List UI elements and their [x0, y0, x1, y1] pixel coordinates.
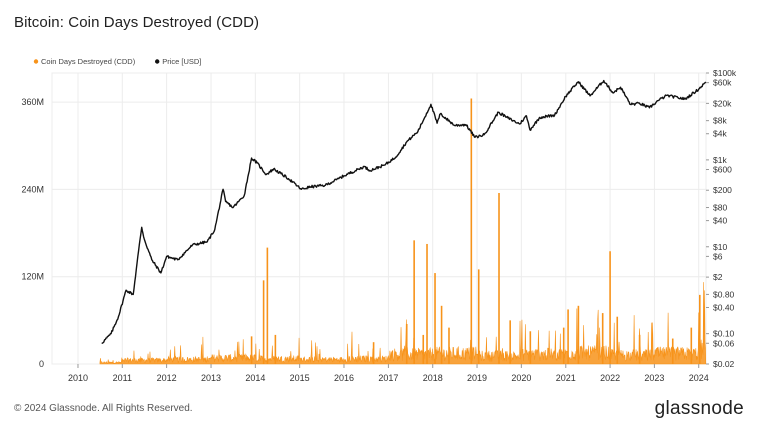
right-tick-label: $10	[713, 242, 727, 252]
right-tick-label: $40	[713, 216, 727, 226]
cdd-series	[99, 98, 707, 365]
x-tick-label: 2011	[113, 373, 132, 383]
right-tick-label: $0.02	[713, 359, 735, 369]
x-tick-label: 2013	[201, 373, 221, 383]
right-tick-label: $1k	[713, 155, 727, 165]
x-tick-label: 2010	[68, 373, 88, 383]
left-tick-label: 240M	[21, 184, 44, 194]
legend-label: Coin Days Destroyed (CDD)	[41, 57, 136, 66]
x-tick-label: 2012	[157, 373, 177, 383]
x-tick-label: 2020	[511, 373, 531, 383]
legend: Coin Days Destroyed (CDD) Price [USD]	[33, 57, 201, 66]
legend-marker	[33, 59, 39, 64]
x-tick-label: 2015	[290, 373, 310, 383]
chart-title: Bitcoin: Coin Days Destroyed (CDD)	[14, 14, 260, 31]
right-tick-label: $200	[713, 185, 732, 195]
right-tick-label: $600	[713, 165, 732, 175]
price-line	[101, 79, 707, 344]
right-tick-label: $100k	[713, 68, 737, 78]
right-tick-label: $2	[713, 272, 723, 282]
x-tick-label: 2016	[334, 373, 354, 383]
x-tick-label: 2017	[378, 373, 398, 383]
brand-logo-text: glassnode	[654, 398, 744, 419]
plot-area-frame	[51, 72, 707, 365]
right-tick-label: $8k	[713, 116, 727, 126]
x-tick-label: 2019	[467, 373, 487, 383]
x-tick-label: 2022	[600, 373, 620, 383]
left-tick-label: 360M	[21, 97, 44, 107]
right-tick-label: $20k	[713, 98, 732, 108]
legend-marker	[155, 59, 160, 64]
legend-label: Price [USD]	[162, 57, 201, 66]
cdd-area	[99, 282, 707, 365]
right-tick-label: $80	[713, 203, 727, 213]
right-tick-label: $6	[713, 251, 723, 261]
right-tick-label: $0.06	[713, 338, 735, 348]
price-series	[101, 79, 707, 344]
x-tick-label: 2024	[689, 373, 709, 383]
x-tick-label: 2014	[245, 373, 265, 383]
right-tick-label: $0.40	[713, 302, 735, 312]
right-tick-label: $4k	[713, 129, 727, 139]
grid	[51, 72, 707, 365]
left-tick-label: 0	[39, 359, 44, 369]
right-tick-label: $0.10	[713, 329, 735, 339]
x-tick-label: 2021	[556, 373, 576, 383]
x-tick-label: 2018	[423, 373, 443, 383]
copyright-text: © 2024 Glassnode. All Rights Reserved.	[14, 403, 193, 414]
left-tick-label: 120M	[21, 272, 44, 282]
axes: 2010 2011 2012 2013 2014 2015 2016 2017 2018 2019…	[21, 68, 736, 383]
right-tick-label: $60k	[713, 78, 732, 88]
right-tick-label: $0.80	[713, 289, 735, 299]
x-tick-label: 2023	[644, 373, 664, 383]
